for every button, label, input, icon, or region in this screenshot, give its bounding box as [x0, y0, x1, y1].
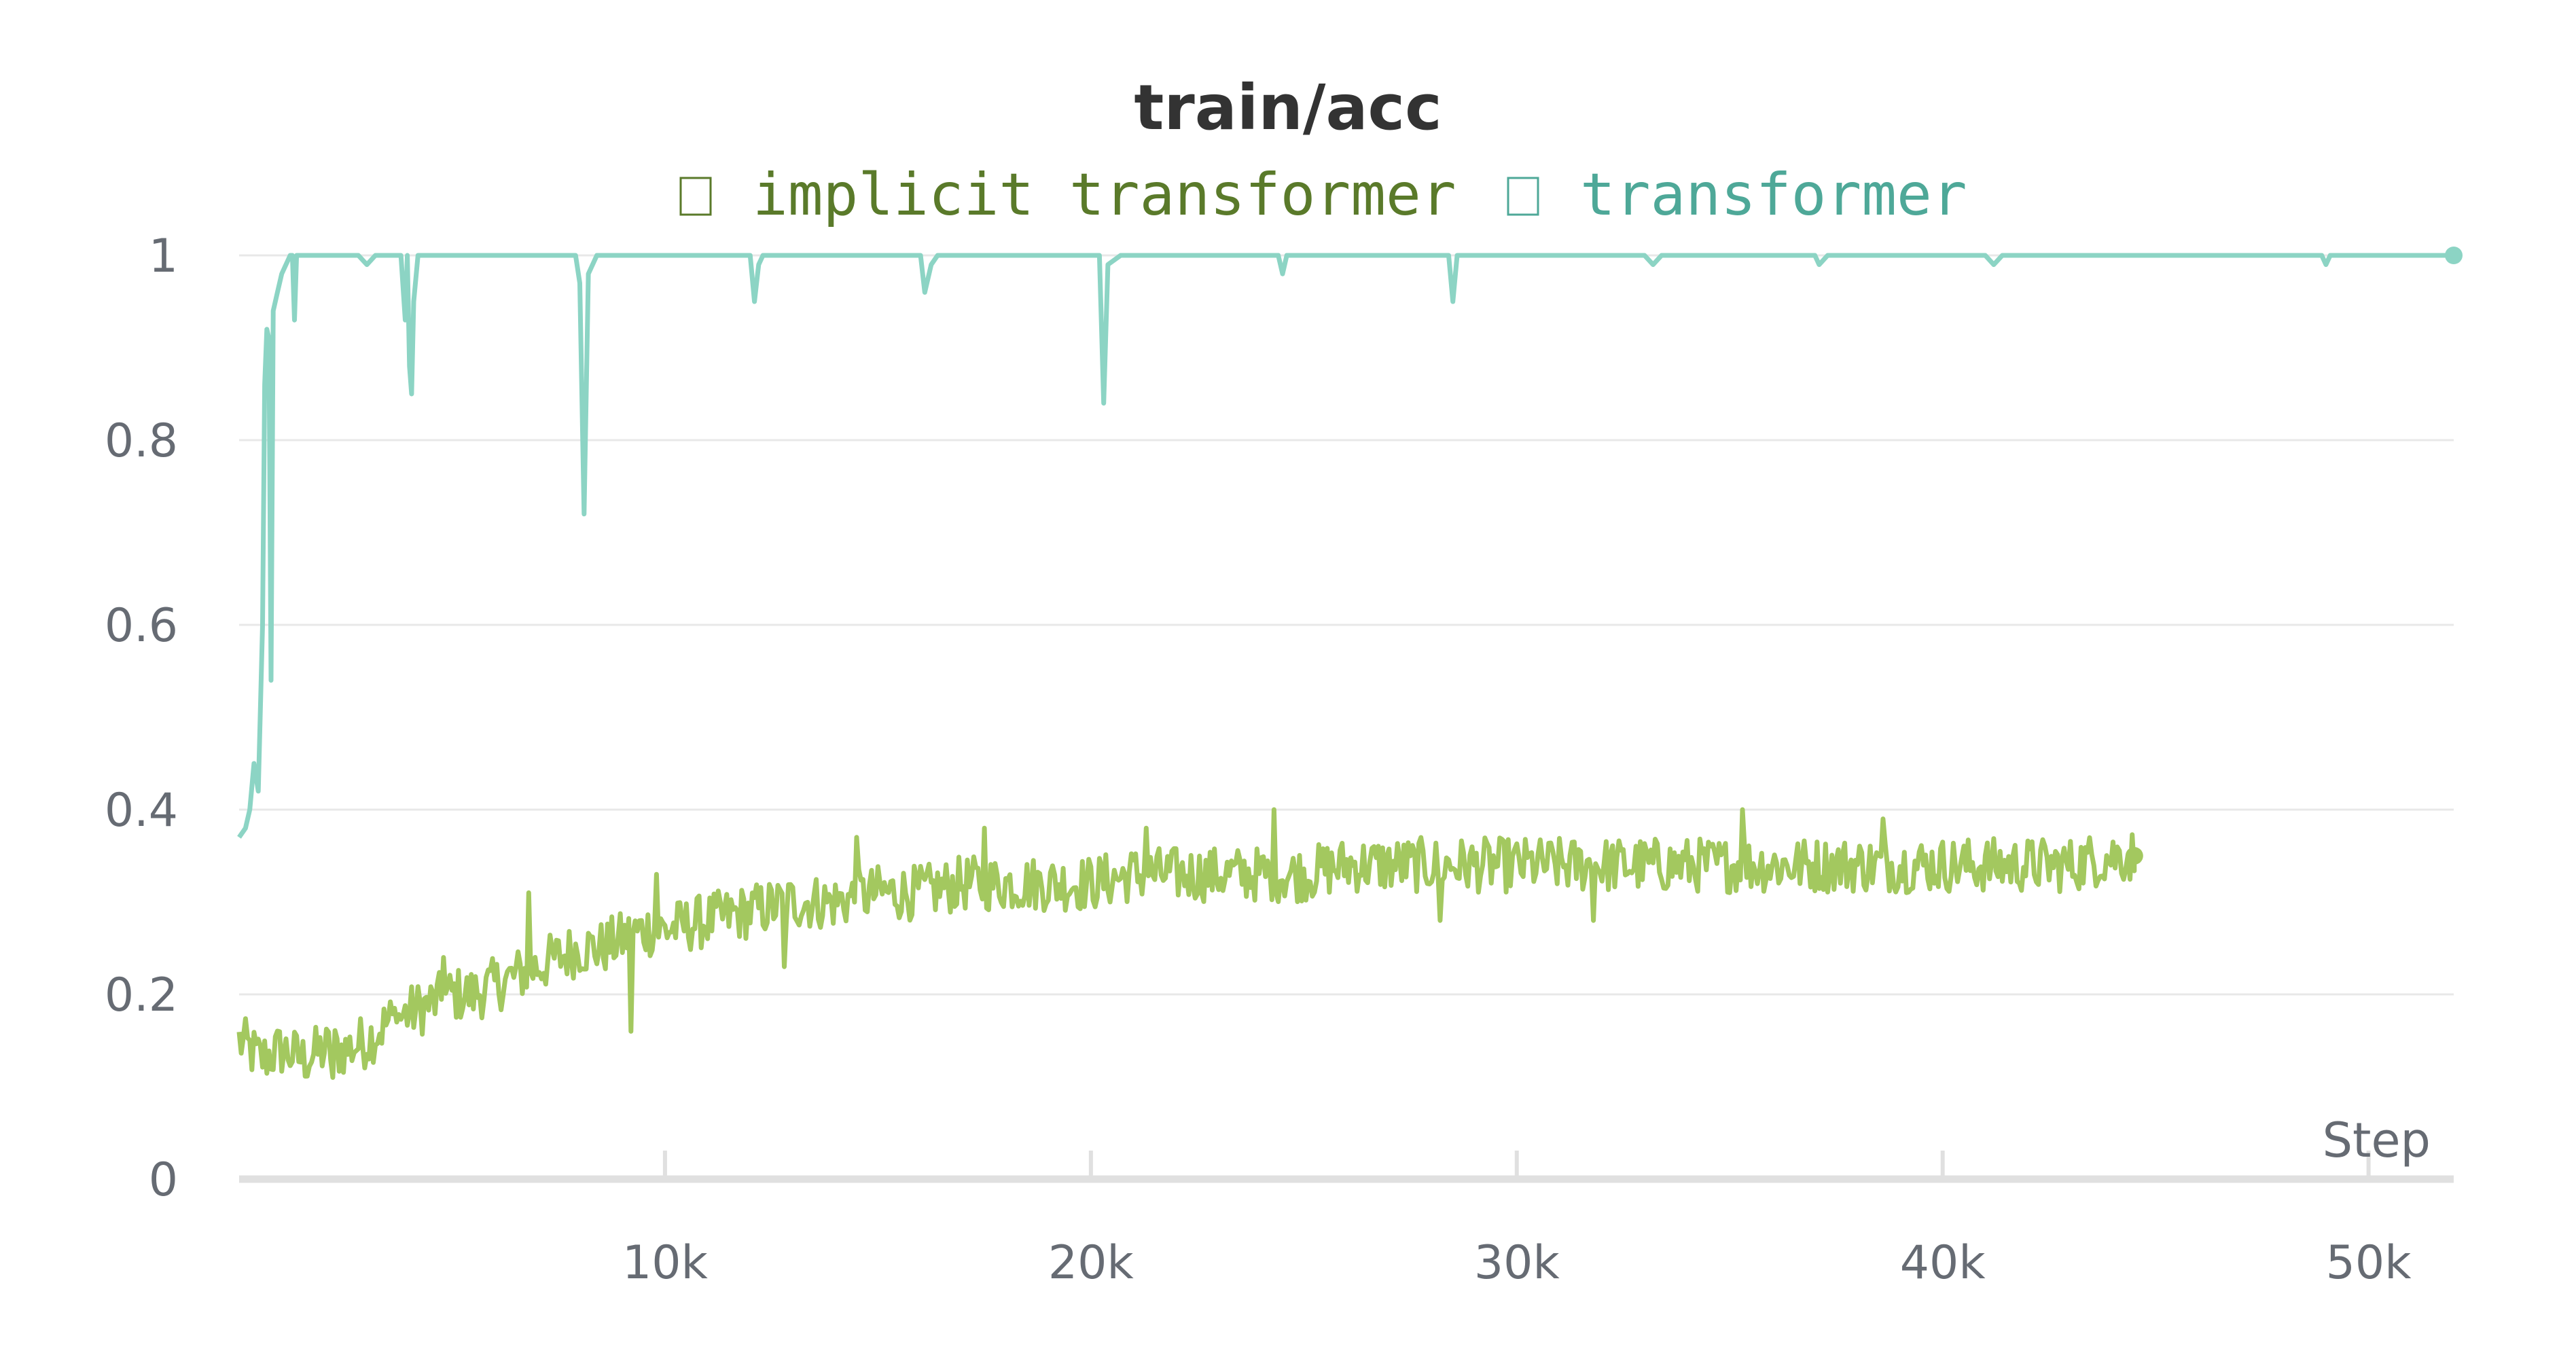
series-endpoint-transformer	[2445, 247, 2463, 264]
plot-series	[236, 247, 2463, 1080]
x-tick-label: 20k	[1048, 1236, 1134, 1290]
x-axis	[239, 1151, 2454, 1183]
x-tick-label: 40k	[1900, 1236, 1986, 1290]
x-tick-label: 30k	[1474, 1236, 1560, 1290]
x-axis-title: Step	[2323, 1113, 2431, 1168]
legend-swatch-implicit-transformer	[679, 177, 712, 216]
legend-label-transformer: transformer	[1580, 161, 1967, 229]
x-tick-label: 10k	[622, 1236, 709, 1290]
y-tick-label: 0.8	[105, 414, 178, 468]
legend-label-implicit-transformer: implicit transformer	[753, 161, 1456, 229]
chart-title: train/acc	[1134, 71, 1442, 144]
y-tick-label: 0.4	[105, 784, 178, 837]
legend: implicit transformer transformer	[679, 161, 1967, 229]
series-line-transformer	[237, 253, 2454, 839]
legend-item-implicit-transformer[interactable]: implicit transformer	[679, 161, 1456, 229]
legend-item-transformer[interactable]: transformer	[1507, 161, 1967, 229]
x-tick-label: 50k	[2326, 1236, 2412, 1290]
y-tick-label: 0.2	[105, 969, 178, 1022]
x-axis-tick-labels: 10k 20k 30k 40k 50k	[622, 1236, 2412, 1290]
y-tick-label: 1	[149, 230, 178, 283]
y-axis-tick-labels: 0 0.2 0.4 0.6 0.8 1	[105, 230, 178, 1207]
y-tick-label: 0.6	[105, 599, 178, 653]
series-endpoint-implicit-transformer	[2125, 847, 2143, 865]
series-line-implicit-transformer	[236, 807, 2137, 1080]
y-tick-label: 0	[149, 1153, 178, 1207]
legend-swatch-transformer	[1507, 177, 1539, 216]
